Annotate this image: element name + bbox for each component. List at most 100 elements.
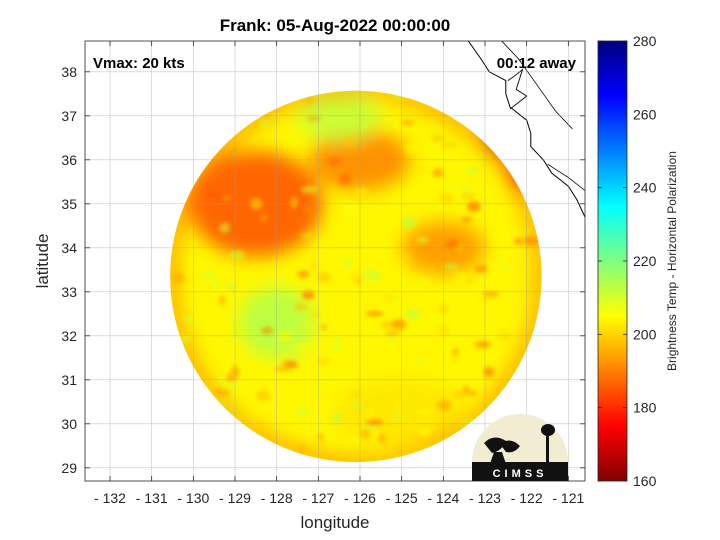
swath-speckle xyxy=(400,120,415,125)
y-axis-ticks: 29 30 31 32 33 34 35 36 37 38 xyxy=(61,64,585,476)
colorbar-tick-label: 220 xyxy=(633,253,657,269)
swath-speckle xyxy=(348,274,363,281)
swath-speckle xyxy=(366,407,375,419)
swath-speckle xyxy=(431,136,445,141)
colorbar-tick-label: 260 xyxy=(633,106,657,122)
swath-speckle xyxy=(337,173,352,186)
swath-speckle xyxy=(173,271,185,284)
swath-speckle xyxy=(460,192,476,200)
inland-boundary xyxy=(501,41,573,130)
colorbar-tick-label: 200 xyxy=(633,326,657,342)
swath-speckle xyxy=(432,168,444,178)
x-tick-label: - 129 xyxy=(219,490,251,506)
swath-speckle xyxy=(385,331,400,336)
swath-speckle xyxy=(276,330,294,343)
x-tick-label: - 130 xyxy=(177,490,209,506)
chart-title: Frank: 05-Aug-2022 00:00:00 xyxy=(220,16,451,35)
swath-speckle xyxy=(290,197,298,209)
swath-speckle xyxy=(416,236,429,244)
swath-speckle xyxy=(468,391,478,396)
swath-speckle xyxy=(343,138,357,146)
swath-speckle xyxy=(268,389,286,399)
swath-speckle xyxy=(307,275,320,281)
colorbar-tick-label: 180 xyxy=(633,400,657,416)
colorbar-label: Brightness Temp - Horizontal Polarizatio… xyxy=(665,151,679,371)
swath-speckle xyxy=(403,143,419,154)
swath-speckle xyxy=(306,116,321,122)
swath-speckle xyxy=(417,427,433,436)
logo-water-tank-icon xyxy=(541,424,555,436)
colorbar-ticks: 160 180 200 220 240 260 280 xyxy=(598,33,657,489)
swath-speckle xyxy=(228,250,246,260)
swath-speckle xyxy=(332,412,342,424)
swath-speckle xyxy=(302,290,315,300)
swath-speckle xyxy=(323,263,334,270)
swath-speckle xyxy=(393,298,403,303)
swath-speckle xyxy=(353,400,362,411)
x-tick-label: - 127 xyxy=(302,490,334,506)
swath-speckle xyxy=(297,270,311,278)
swath-speckle xyxy=(416,409,433,416)
swath-speckle xyxy=(461,217,473,222)
swath-speckle xyxy=(466,201,481,212)
swath-speckle xyxy=(219,222,231,234)
swath-speckle xyxy=(482,291,499,297)
swath-speckle xyxy=(179,334,191,343)
swath-speckle xyxy=(347,436,362,445)
swath-speckle xyxy=(350,392,361,397)
swath-speckle xyxy=(293,303,308,311)
swath-speckle xyxy=(462,186,470,194)
swath-speckle xyxy=(392,412,403,421)
y-tick-label: 35 xyxy=(61,196,77,212)
plot-frame xyxy=(84,40,586,482)
logo-satellite-dish-icon xyxy=(484,437,520,453)
swath-speckle xyxy=(182,315,195,323)
swath-speckle xyxy=(388,122,402,128)
swath-speckle xyxy=(362,268,376,281)
swath-speckle xyxy=(346,252,354,259)
swath-speckle xyxy=(223,284,238,289)
swath-speckle xyxy=(304,96,315,104)
swath-speckle xyxy=(415,359,425,364)
swath-speckle xyxy=(359,122,369,131)
x-tick-label: - 132 xyxy=(94,490,126,506)
x-tick-label: - 122 xyxy=(511,490,543,506)
swath-speckle xyxy=(274,366,291,372)
swath-speckle xyxy=(401,216,418,229)
swath-speckle xyxy=(319,324,328,330)
swath-speckle xyxy=(297,444,306,454)
x-tick-label: - 128 xyxy=(261,490,293,506)
y-tick-label: 36 xyxy=(61,152,77,168)
swath-speckle xyxy=(443,263,459,270)
swath-speckle xyxy=(259,118,269,129)
swath-speckle xyxy=(260,213,268,222)
swath-speckle xyxy=(293,344,309,350)
swath-speckle xyxy=(328,379,344,388)
swath-speckle xyxy=(360,428,372,440)
swath-speckle xyxy=(365,311,384,317)
swath-speckle xyxy=(509,218,517,224)
swath-speckle xyxy=(483,366,495,378)
swath-speckle xyxy=(282,359,299,369)
y-tick-label: 31 xyxy=(61,372,77,388)
swath-speckle xyxy=(404,254,412,260)
swath-speckle xyxy=(466,176,482,184)
swath-speckle xyxy=(513,237,523,245)
swath-speckle xyxy=(443,346,455,351)
swath-speckle xyxy=(394,398,401,411)
y-axis-label: latitude xyxy=(33,234,52,289)
swath-speckle xyxy=(334,335,343,343)
swath-speckle xyxy=(214,388,231,396)
swath-speckle xyxy=(374,441,381,447)
y-tick-label: 38 xyxy=(61,64,77,80)
logo-banner xyxy=(472,462,568,481)
swath-speckle xyxy=(331,342,342,352)
swath-speckle xyxy=(300,185,319,194)
x-tick-label: - 125 xyxy=(386,490,418,506)
swath-speckle xyxy=(496,250,506,263)
swath-speckle xyxy=(375,155,391,161)
swath-speckle xyxy=(212,280,222,289)
swath-speckle xyxy=(317,432,325,441)
swath-speckle xyxy=(256,389,272,402)
